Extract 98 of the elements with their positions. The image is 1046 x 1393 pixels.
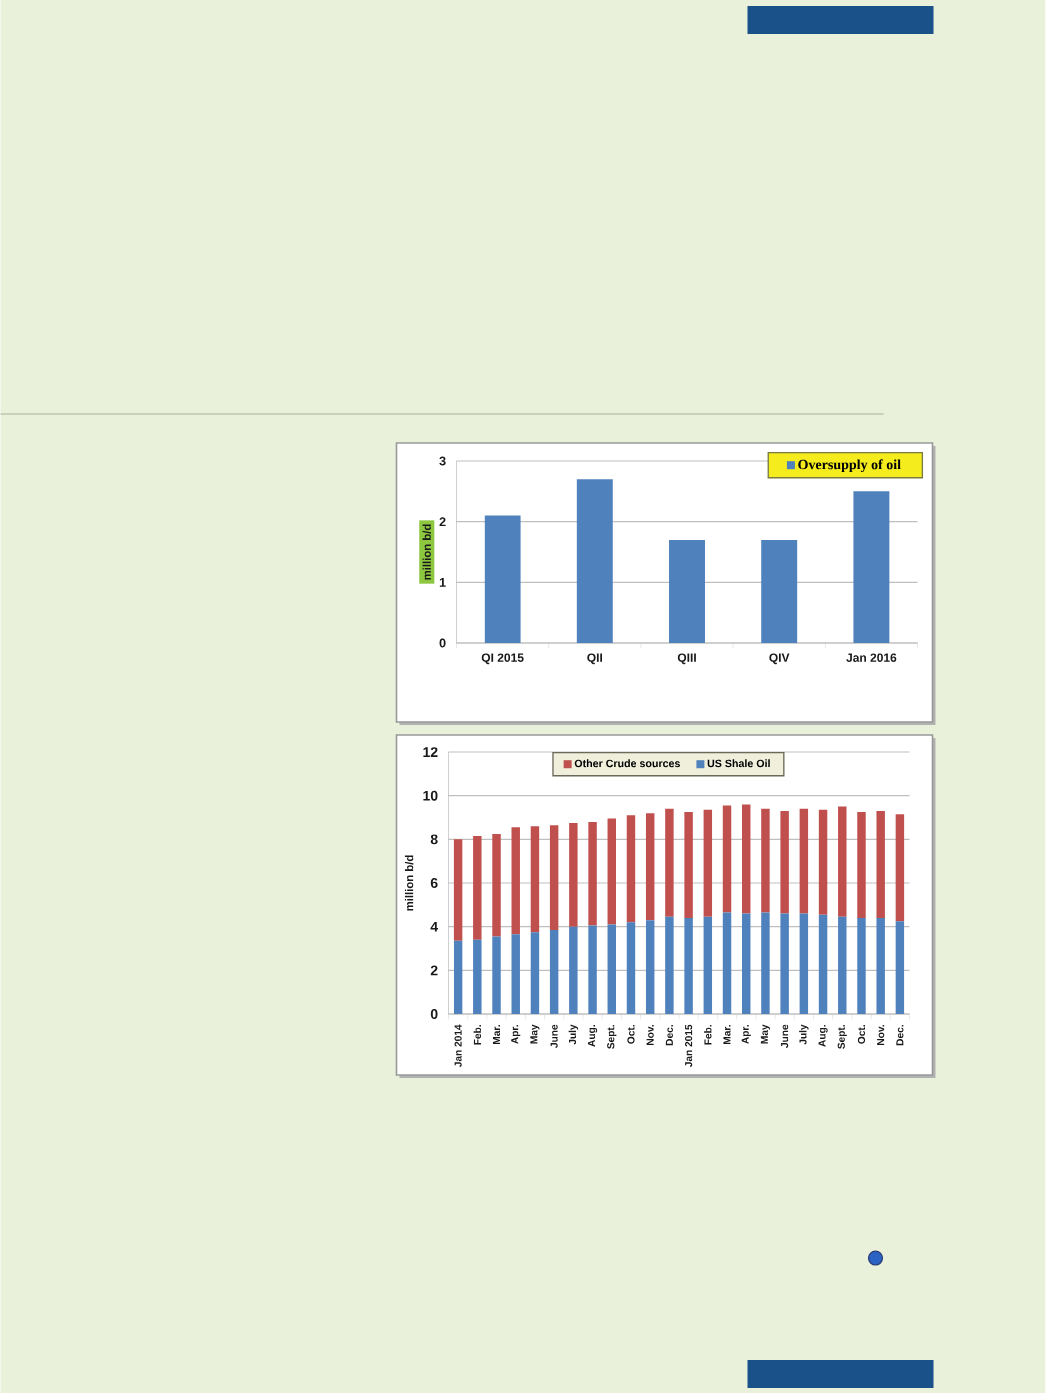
bar bbox=[530, 932, 540, 1015]
bar bbox=[530, 826, 540, 933]
bar bbox=[857, 812, 866, 918]
y-tick-label: 3 bbox=[439, 456, 446, 466]
x-tick-label: Jan 2016 bbox=[846, 653, 897, 662]
bar bbox=[742, 913, 751, 1015]
bar bbox=[876, 917, 886, 1015]
bar bbox=[857, 917, 866, 1015]
y-tick-label: 8 bbox=[431, 834, 438, 845]
bar bbox=[607, 924, 617, 1015]
bar bbox=[703, 809, 713, 917]
bar bbox=[492, 936, 501, 1015]
x-tick-label: Oct. bbox=[627, 1025, 635, 1044]
bar bbox=[703, 916, 713, 1015]
x-tick-label: Dec. bbox=[896, 1025, 904, 1046]
x-tick-label: Sept. bbox=[837, 1025, 848, 1049]
x-tick-label: Jan 2015 bbox=[685, 1024, 693, 1068]
x-tick-label: Mar. bbox=[493, 1025, 501, 1045]
bar bbox=[895, 921, 905, 1015]
x-tick-label: QIV bbox=[769, 653, 790, 665]
bar bbox=[723, 805, 732, 913]
bar bbox=[577, 479, 614, 644]
bar bbox=[799, 808, 809, 914]
bar bbox=[669, 539, 706, 644]
x-tick-label: QII bbox=[587, 653, 603, 665]
y-tick-label: 6 bbox=[431, 878, 438, 888]
x-tick-label: Feb. bbox=[704, 1025, 712, 1045]
bar bbox=[588, 925, 598, 1015]
x-tick-label: Apr. bbox=[511, 1025, 521, 1044]
bar bbox=[876, 810, 886, 918]
bar bbox=[569, 926, 578, 1015]
x-tick-label: Apr. bbox=[741, 1025, 752, 1044]
x-tick-label: Nov. bbox=[646, 1025, 654, 1045]
legend-label: Oversupply of oil bbox=[798, 459, 902, 473]
bar bbox=[588, 821, 598, 926]
x-tick-label: May bbox=[761, 1024, 771, 1044]
bar bbox=[511, 827, 521, 935]
x-tick-label: Aug. bbox=[818, 1025, 828, 1047]
bar bbox=[454, 839, 463, 941]
bar bbox=[511, 934, 521, 1015]
x-tick-label: June bbox=[781, 1024, 789, 1048]
x-tick-label: QI 2015 bbox=[482, 653, 524, 665]
x-tick-label: May bbox=[530, 1024, 540, 1044]
bar bbox=[607, 818, 617, 925]
bar bbox=[819, 914, 828, 1015]
x-tick-label: Nov. bbox=[877, 1025, 885, 1045]
bar bbox=[473, 939, 482, 1015]
bar bbox=[665, 808, 674, 917]
y-tick-label: 4 bbox=[430, 921, 439, 932]
bar bbox=[646, 813, 655, 921]
bar bbox=[484, 515, 521, 644]
legend-label: US Shale Oil bbox=[707, 759, 770, 768]
bar bbox=[550, 929, 559, 1015]
y-tick-label: 1 bbox=[440, 577, 446, 587]
x-tick-label: Oct. bbox=[858, 1025, 866, 1044]
bar bbox=[895, 814, 905, 922]
y-tick-label: 12 bbox=[423, 747, 438, 757]
bar bbox=[627, 815, 636, 923]
bar bbox=[761, 912, 770, 1015]
x-tick-label: July bbox=[568, 1024, 579, 1045]
bar bbox=[665, 916, 674, 1015]
bar bbox=[473, 836, 482, 940]
x-tick-label: July bbox=[799, 1024, 809, 1045]
x-tick-label: Jan 2014 bbox=[454, 1024, 462, 1068]
bar bbox=[838, 916, 847, 1015]
x-tick-label: QIII bbox=[678, 653, 697, 665]
y-tick-label: 0 bbox=[439, 638, 446, 648]
bar bbox=[761, 539, 798, 644]
bar bbox=[550, 825, 559, 930]
x-tick-label: Mar. bbox=[723, 1025, 731, 1045]
bar bbox=[780, 810, 790, 914]
bar bbox=[492, 833, 501, 937]
y-axis-title: million b/d bbox=[405, 855, 414, 911]
bar bbox=[819, 809, 828, 915]
x-tick-label: Feb. bbox=[473, 1025, 482, 1045]
bar bbox=[761, 808, 770, 913]
bar bbox=[684, 917, 694, 1015]
y-tick-label: 2 bbox=[431, 965, 438, 976]
x-tick-label: Dec. bbox=[666, 1025, 674, 1046]
bar bbox=[838, 806, 847, 917]
x-tick-label: Sept. bbox=[607, 1025, 617, 1049]
y-axis-title: million b/d bbox=[422, 524, 432, 580]
legend-label: Other Crude sources bbox=[574, 759, 681, 768]
bar bbox=[780, 913, 790, 1015]
bar bbox=[799, 913, 809, 1015]
bar bbox=[853, 491, 890, 644]
bar bbox=[627, 922, 636, 1015]
x-tick-label: June bbox=[550, 1024, 558, 1048]
bar bbox=[742, 804, 751, 914]
y-tick-label: 2 bbox=[439, 517, 446, 527]
bar bbox=[454, 940, 463, 1015]
bar bbox=[569, 822, 578, 927]
y-tick-label: 0 bbox=[431, 1009, 438, 1019]
bar bbox=[723, 912, 732, 1015]
bar bbox=[684, 812, 694, 918]
y-tick-label: 10 bbox=[423, 790, 438, 801]
x-tick-label: Aug. bbox=[588, 1025, 598, 1047]
bar bbox=[646, 920, 655, 1015]
